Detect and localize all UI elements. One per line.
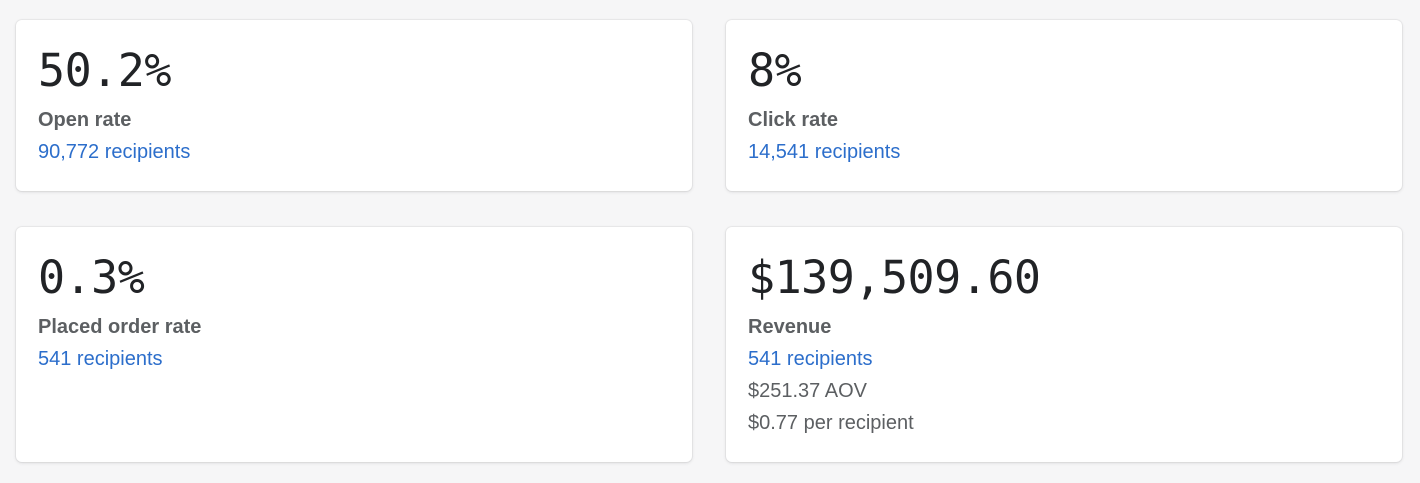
click-rate-value: 8%	[748, 44, 802, 97]
placed-order-rate-card: 0.3% Placed order rate 541 recipients	[16, 227, 692, 462]
open-rate-card: 50.2% Open rate 90,772 recipients	[16, 20, 692, 191]
open-rate-value: 50.2%	[38, 44, 171, 97]
click-rate-card: 8% Click rate 14,541 recipients	[726, 20, 1402, 191]
revenue-card: $139,509.60 Revenue 541 recipients $251.…	[726, 227, 1402, 462]
placed-order-rate-value: 0.3%	[38, 251, 145, 304]
revenue-label: Revenue	[748, 316, 832, 338]
revenue-aov: $251.37 AOV	[748, 380, 867, 402]
open-rate-label: Open rate	[38, 109, 132, 131]
open-rate-recipients-link[interactable]: 90,772 recipients	[38, 141, 191, 163]
placed-order-recipients-link[interactable]: 541 recipients	[38, 348, 163, 370]
click-rate-label: Click rate	[748, 109, 839, 131]
revenue-recipients-link[interactable]: 541 recipients	[748, 348, 873, 370]
placed-order-rate-label: Placed order rate	[38, 316, 202, 338]
click-rate-recipients-link[interactable]: 14,541 recipients	[748, 141, 901, 163]
revenue-per-recipient: $0.77 per recipient	[748, 412, 914, 434]
revenue-value: $139,509.60	[748, 251, 1041, 304]
